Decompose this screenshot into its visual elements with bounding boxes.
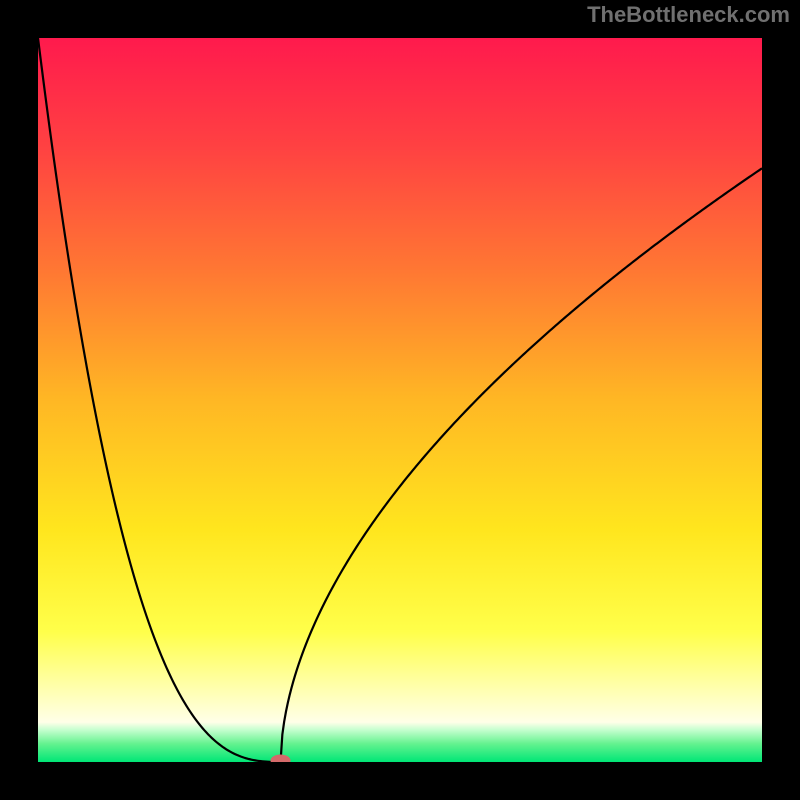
plot-background bbox=[38, 38, 762, 762]
chart-canvas bbox=[0, 0, 800, 800]
watermark-text: TheBottleneck.com bbox=[587, 2, 790, 28]
bottleneck-chart: TheBottleneck.com bbox=[0, 0, 800, 800]
